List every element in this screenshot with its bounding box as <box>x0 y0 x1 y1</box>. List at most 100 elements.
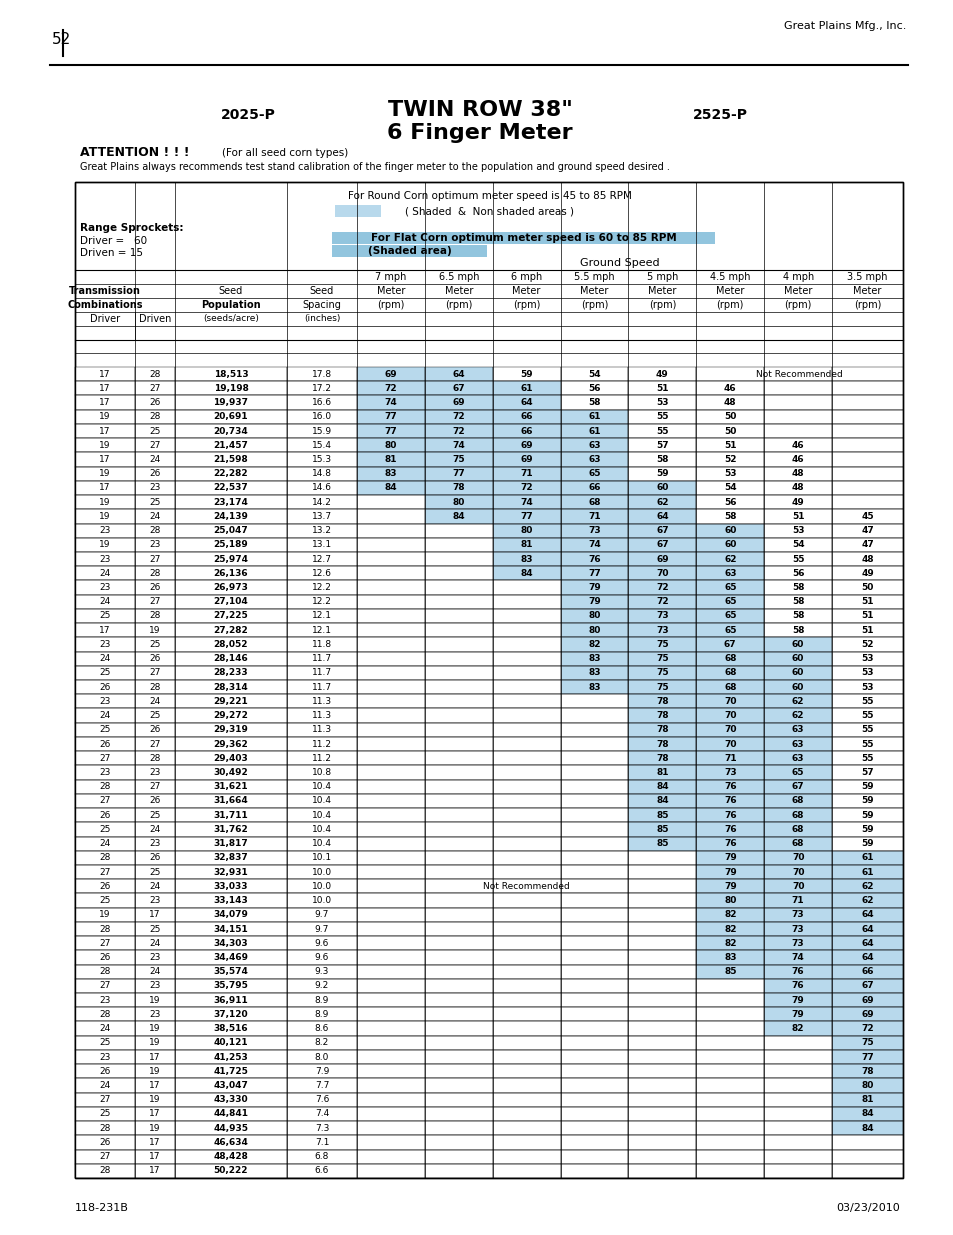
Bar <box>696 594 763 609</box>
Text: 03/23/2010: 03/23/2010 <box>836 1203 899 1213</box>
Text: 60: 60 <box>656 483 668 493</box>
Text: 56: 56 <box>588 384 600 393</box>
Bar <box>696 509 763 524</box>
Bar <box>628 979 696 993</box>
Bar <box>356 1135 424 1150</box>
Bar <box>628 495 696 509</box>
Bar <box>174 480 287 495</box>
Text: 73: 73 <box>791 910 803 919</box>
Text: 62: 62 <box>791 711 803 720</box>
Bar <box>831 467 902 480</box>
Bar <box>174 680 287 694</box>
Bar <box>135 680 174 694</box>
Bar <box>75 836 135 851</box>
Text: 55: 55 <box>861 753 873 763</box>
Bar <box>696 751 763 766</box>
Bar <box>75 808 135 823</box>
Bar <box>831 452 902 467</box>
Text: 41,253: 41,253 <box>213 1052 248 1062</box>
Bar <box>75 666 135 680</box>
Text: 23: 23 <box>150 483 160 493</box>
Text: 16.0: 16.0 <box>312 412 332 421</box>
Bar <box>628 537 696 552</box>
Bar <box>763 1107 831 1121</box>
Text: 17: 17 <box>149 1137 161 1147</box>
Bar <box>75 552 135 566</box>
Text: (rpm): (rpm) <box>513 300 539 310</box>
Text: 17: 17 <box>99 426 111 436</box>
Text: 32,931: 32,931 <box>213 868 248 877</box>
Text: 84: 84 <box>861 1109 873 1119</box>
Bar <box>493 879 560 893</box>
Bar <box>696 580 763 594</box>
Bar <box>831 438 902 452</box>
Bar <box>763 779 831 794</box>
Text: 17: 17 <box>149 1166 161 1176</box>
Bar <box>696 836 763 851</box>
Bar <box>135 637 174 652</box>
Text: 50: 50 <box>723 412 736 421</box>
Bar <box>831 766 902 779</box>
Bar <box>424 395 493 410</box>
Bar <box>493 1150 560 1163</box>
Bar <box>560 836 628 851</box>
Bar <box>628 709 696 722</box>
Text: 56: 56 <box>791 569 803 578</box>
Bar <box>174 1107 287 1121</box>
Bar <box>174 495 287 509</box>
Text: Meter: Meter <box>376 287 405 296</box>
Bar <box>424 524 493 537</box>
Text: 62: 62 <box>861 897 873 905</box>
Bar <box>135 367 174 382</box>
Text: 51: 51 <box>861 598 873 606</box>
Text: 80: 80 <box>452 498 464 506</box>
Text: 69: 69 <box>384 369 396 379</box>
Text: 19: 19 <box>99 412 111 421</box>
Text: 28: 28 <box>99 1166 111 1176</box>
Text: 26: 26 <box>99 1067 111 1076</box>
Bar <box>287 382 356 395</box>
Bar <box>628 395 696 410</box>
Bar <box>424 609 493 624</box>
Text: 61: 61 <box>588 412 600 421</box>
Text: 14.8: 14.8 <box>312 469 332 478</box>
Bar <box>75 936 135 951</box>
Bar <box>763 1078 831 1093</box>
Bar <box>75 509 135 524</box>
Bar <box>75 1121 135 1135</box>
Text: 60: 60 <box>723 526 736 535</box>
Bar <box>493 864 560 879</box>
Bar <box>696 480 763 495</box>
Bar <box>696 1093 763 1107</box>
Bar <box>628 864 696 879</box>
Bar <box>174 1121 287 1135</box>
Text: 65: 65 <box>723 611 736 620</box>
Bar <box>75 1050 135 1065</box>
Bar <box>493 480 560 495</box>
Text: 79: 79 <box>791 1010 803 1019</box>
Bar <box>493 552 560 566</box>
Text: 58: 58 <box>791 611 803 620</box>
Bar <box>75 182 902 1178</box>
Bar <box>696 452 763 467</box>
Text: 26: 26 <box>99 740 111 748</box>
Text: 27,282: 27,282 <box>213 626 248 635</box>
Bar <box>332 245 486 257</box>
Text: 80: 80 <box>861 1081 873 1091</box>
Bar <box>75 182 902 1178</box>
Bar <box>75 1065 135 1078</box>
Bar <box>696 722 763 737</box>
Bar <box>831 823 902 836</box>
Bar <box>560 495 628 509</box>
Text: 23: 23 <box>150 953 160 962</box>
Text: 6.6: 6.6 <box>314 1166 329 1176</box>
Text: 6.5 mph: 6.5 mph <box>438 272 478 282</box>
Text: 67: 67 <box>656 541 668 550</box>
Bar <box>493 452 560 467</box>
Bar <box>763 680 831 694</box>
Bar <box>135 566 174 580</box>
Bar <box>831 424 902 438</box>
Bar <box>696 1050 763 1065</box>
Bar <box>424 709 493 722</box>
Text: 53: 53 <box>861 683 873 692</box>
